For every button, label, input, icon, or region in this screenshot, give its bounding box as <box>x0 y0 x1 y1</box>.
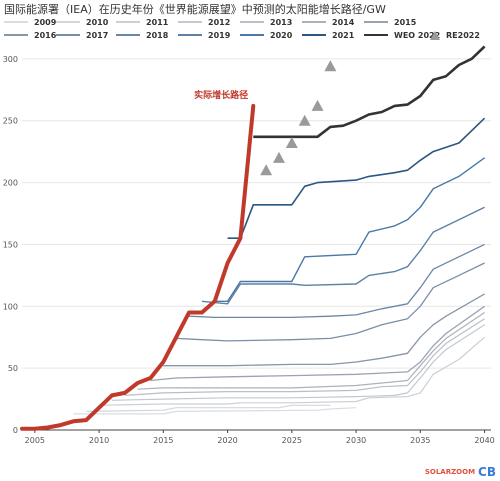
series-line-2019 <box>201 206 485 305</box>
series-line-2020 <box>214 157 486 302</box>
legend-item: 2009 <box>4 16 56 28</box>
series-line-2016 <box>163 293 485 367</box>
legend-item: RE2022 <box>430 29 480 41</box>
legend-swatch <box>116 21 140 23</box>
legend-triangle-icon <box>430 30 440 40</box>
legend-swatch <box>4 34 28 36</box>
x-tick-label: 2030 <box>346 436 366 445</box>
legend-label: 2020 <box>270 30 293 40</box>
legend-label: 2016 <box>34 30 57 40</box>
x-tick-label: 2035 <box>410 436 430 445</box>
legend-label: 2011 <box>146 17 169 27</box>
legend-item: 2012 <box>178 16 230 28</box>
x-tick-label: 2010 <box>89 436 109 445</box>
series-line-2017 <box>176 262 485 342</box>
legend-item: 2010 <box>56 16 108 28</box>
legend-swatch <box>302 21 326 23</box>
legend-label: 2012 <box>208 17 231 27</box>
x-tick-label: 2040 <box>474 436 494 445</box>
legend-swatch <box>302 34 326 36</box>
x-tick-label: 2005 <box>25 436 45 445</box>
legend-label: RE2022 <box>446 30 480 40</box>
legend-label: 2021 <box>332 30 355 40</box>
legend-item: 2016 <box>4 29 56 41</box>
legend-label: 2019 <box>208 30 231 40</box>
watermark-logo: CB <box>478 465 496 479</box>
legend-swatch <box>240 21 264 23</box>
legend-item: WEO 2022 <box>364 29 440 41</box>
series-line-2013 <box>124 318 485 396</box>
re2022-marker <box>260 164 273 176</box>
series-line-2011 <box>99 336 485 406</box>
actual-path-annotation: 实际增长路径 <box>194 89 248 101</box>
chart-title: 国际能源署（IEA）在历史年份《世界能源展望》中预测的太阳能增长路径/GW <box>4 3 386 16</box>
watermark-text: SOLARZOOM <box>424 468 476 476</box>
re2022-marker <box>285 136 298 148</box>
legend-item: 2014 <box>302 16 354 28</box>
series-line-2015 <box>150 305 485 382</box>
y-tick-label: 150 <box>3 240 18 249</box>
legend-swatch <box>364 33 388 37</box>
series-line-2018 <box>188 243 485 319</box>
legend-label: 2014 <box>332 17 355 27</box>
series-line-2012 <box>111 324 485 401</box>
legend-label: 2015 <box>394 17 417 27</box>
x-tick-label: 2015 <box>153 436 173 445</box>
series-line-2014 <box>137 312 485 390</box>
legend-label: 2009 <box>34 17 57 27</box>
re2022-marker <box>298 114 311 126</box>
legend-swatch <box>4 21 28 23</box>
y-tick-label: 0 <box>13 426 18 435</box>
legend-item: 2011 <box>116 16 168 28</box>
legend-label: 2018 <box>146 30 169 40</box>
legend-swatch <box>56 21 80 23</box>
legend-label: 2013 <box>270 17 293 27</box>
legend-swatch <box>364 21 388 23</box>
series-line-2010 <box>86 404 331 412</box>
legend-item: 2015 <box>364 16 416 28</box>
legend-swatch <box>178 21 202 23</box>
watermark: SOLARZOOM CB <box>425 465 496 479</box>
legend-item: 2013 <box>240 16 292 28</box>
legend-item: 2018 <box>116 29 168 41</box>
legend-swatch <box>116 34 140 36</box>
re2022-marker <box>272 151 285 163</box>
legend-item: 2017 <box>56 29 108 41</box>
re2022-marker <box>311 99 324 111</box>
legend-swatch <box>56 34 80 36</box>
y-tick-label: 50 <box>8 364 18 373</box>
legend-item: 2020 <box>240 29 292 41</box>
y-tick-label: 300 <box>3 55 18 64</box>
legend-label: 2010 <box>86 17 109 27</box>
x-tick-label: 2020 <box>217 436 237 445</box>
y-tick-label: 250 <box>3 117 18 126</box>
actual-growth-line <box>20 103 256 431</box>
x-tick-label: 2025 <box>282 436 302 445</box>
series-line-weo-2022 <box>253 45 486 139</box>
y-tick-label: 100 <box>3 302 18 311</box>
legend-item: 2021 <box>302 29 354 41</box>
legend-swatch <box>178 34 202 36</box>
legend-label: 2017 <box>86 30 109 40</box>
series-line-2009 <box>73 407 357 415</box>
series-line-2021 <box>227 117 486 239</box>
legend-item: 2019 <box>178 29 230 41</box>
re2022-marker <box>324 60 337 72</box>
chart-legend: 2009 2010 2011 2012 2013 2014 2015 2016 2017 2018… <box>0 16 500 42</box>
legend-swatch <box>240 34 264 36</box>
y-tick-label: 200 <box>3 179 18 188</box>
legend-label: WEO 2022 <box>394 30 441 40</box>
